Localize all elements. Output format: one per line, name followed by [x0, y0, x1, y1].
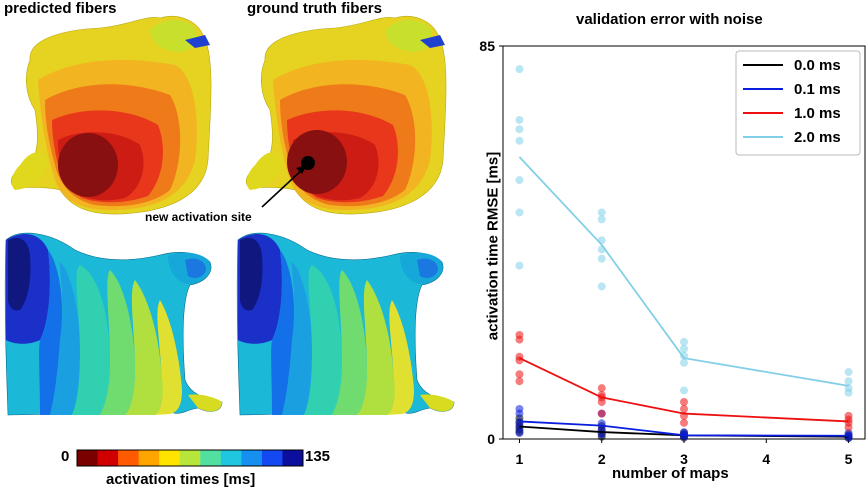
legend-label: 0.0 ms: [794, 57, 841, 74]
colorbar-segment: [77, 450, 99, 466]
colorbar-segment: [118, 450, 140, 466]
series-line: [519, 420, 849, 437]
x-tick-label: 5: [845, 451, 853, 467]
data-point: [597, 384, 606, 393]
data-point: [515, 404, 524, 413]
ground-truth-fibers-title: ground truth fibers: [247, 0, 382, 17]
colorbar-segment: [97, 450, 119, 466]
colorbar-segment: [241, 450, 263, 466]
activation-site-annotation: new activation site: [145, 210, 252, 224]
colorbar-min-label: 0: [61, 448, 70, 465]
data-point: [597, 409, 606, 418]
x-axis-label: number of maps: [612, 465, 729, 482]
data-point: [680, 418, 688, 427]
y-tick-label: 85: [479, 38, 495, 54]
data-point: [515, 370, 524, 379]
y-axis-ticks: 0 85: [479, 38, 503, 447]
colorbar-frame: [76, 449, 304, 467]
data-point: [844, 367, 853, 376]
data-point: [515, 377, 524, 386]
rmse-chart: 0 85 1 2 3 4 5 0.0 ms 0.1 ms 1.0 ms 2.0 ms: [479, 38, 866, 467]
legend-box: [735, 50, 861, 156]
data-point: [515, 125, 524, 134]
colorbar-segment: [200, 450, 222, 466]
legend-label: 2.0 ms: [794, 129, 841, 146]
data-point: [515, 208, 524, 217]
data-point: [515, 136, 524, 145]
ground-truth-fibers-top-render: [245, 16, 447, 215]
activation-site-arrow: [261, 165, 307, 208]
x-tick-label: 2: [598, 451, 606, 467]
data-point: [844, 411, 853, 420]
chart-title: validation error with noise: [576, 11, 763, 28]
colorbar-segment: [138, 450, 160, 466]
data-point: [597, 208, 606, 217]
colorbar-segment: [261, 450, 283, 466]
data-point: [515, 428, 524, 437]
y-axis-label: activation time RMSE [ms]: [484, 151, 502, 341]
data-point: [597, 282, 606, 291]
predicted-fibers-title: predicted fibers: [4, 0, 117, 17]
data-point: [515, 261, 524, 270]
data-point: [680, 337, 688, 346]
data-point: [680, 428, 688, 437]
legend: 0.0 ms 0.1 ms 1.0 ms 2.0 ms: [735, 50, 861, 156]
x-axis-ticks: 1 2 3 4 5: [516, 439, 853, 467]
colorbar-segment: [159, 450, 181, 466]
data-point: [680, 404, 688, 413]
data-point: [515, 423, 524, 432]
data-point: [680, 398, 688, 407]
x-tick-label: 1: [516, 451, 524, 467]
data-point: [680, 358, 688, 367]
colorbar-segment: [220, 450, 242, 466]
predicted-fibers-top-render: [10, 16, 212, 215]
data-point: [515, 330, 524, 339]
x-tick-label: 4: [762, 451, 770, 467]
y-tick-label: 0: [487, 431, 495, 447]
legend-label: 0.1 ms: [794, 81, 841, 98]
series-line: [519, 357, 849, 423]
colorbar-segment: [179, 450, 201, 466]
legend-label: 1.0 ms: [794, 105, 841, 122]
data-point: [680, 386, 688, 395]
predicted-fibers-bottom-render: [4, 232, 223, 416]
activation-colorbar: [76, 449, 304, 467]
data-point: [680, 344, 688, 353]
data-point: [515, 65, 524, 74]
colorbar-title: activation times [ms]: [106, 471, 256, 488]
x-tick-label: 3: [680, 451, 688, 467]
series-line: [518, 156, 849, 387]
series-lines: [518, 156, 849, 438]
data-point: [515, 115, 524, 124]
colorbar-max-label: 135: [305, 448, 331, 465]
data-point: [597, 254, 606, 263]
data-point: [597, 215, 606, 224]
ground-truth-fibers-bottom-render: [236, 232, 455, 416]
colorbar-segment: [282, 450, 304, 466]
data-point: [515, 176, 524, 185]
data-point: [844, 388, 853, 397]
data-point: [844, 377, 853, 386]
